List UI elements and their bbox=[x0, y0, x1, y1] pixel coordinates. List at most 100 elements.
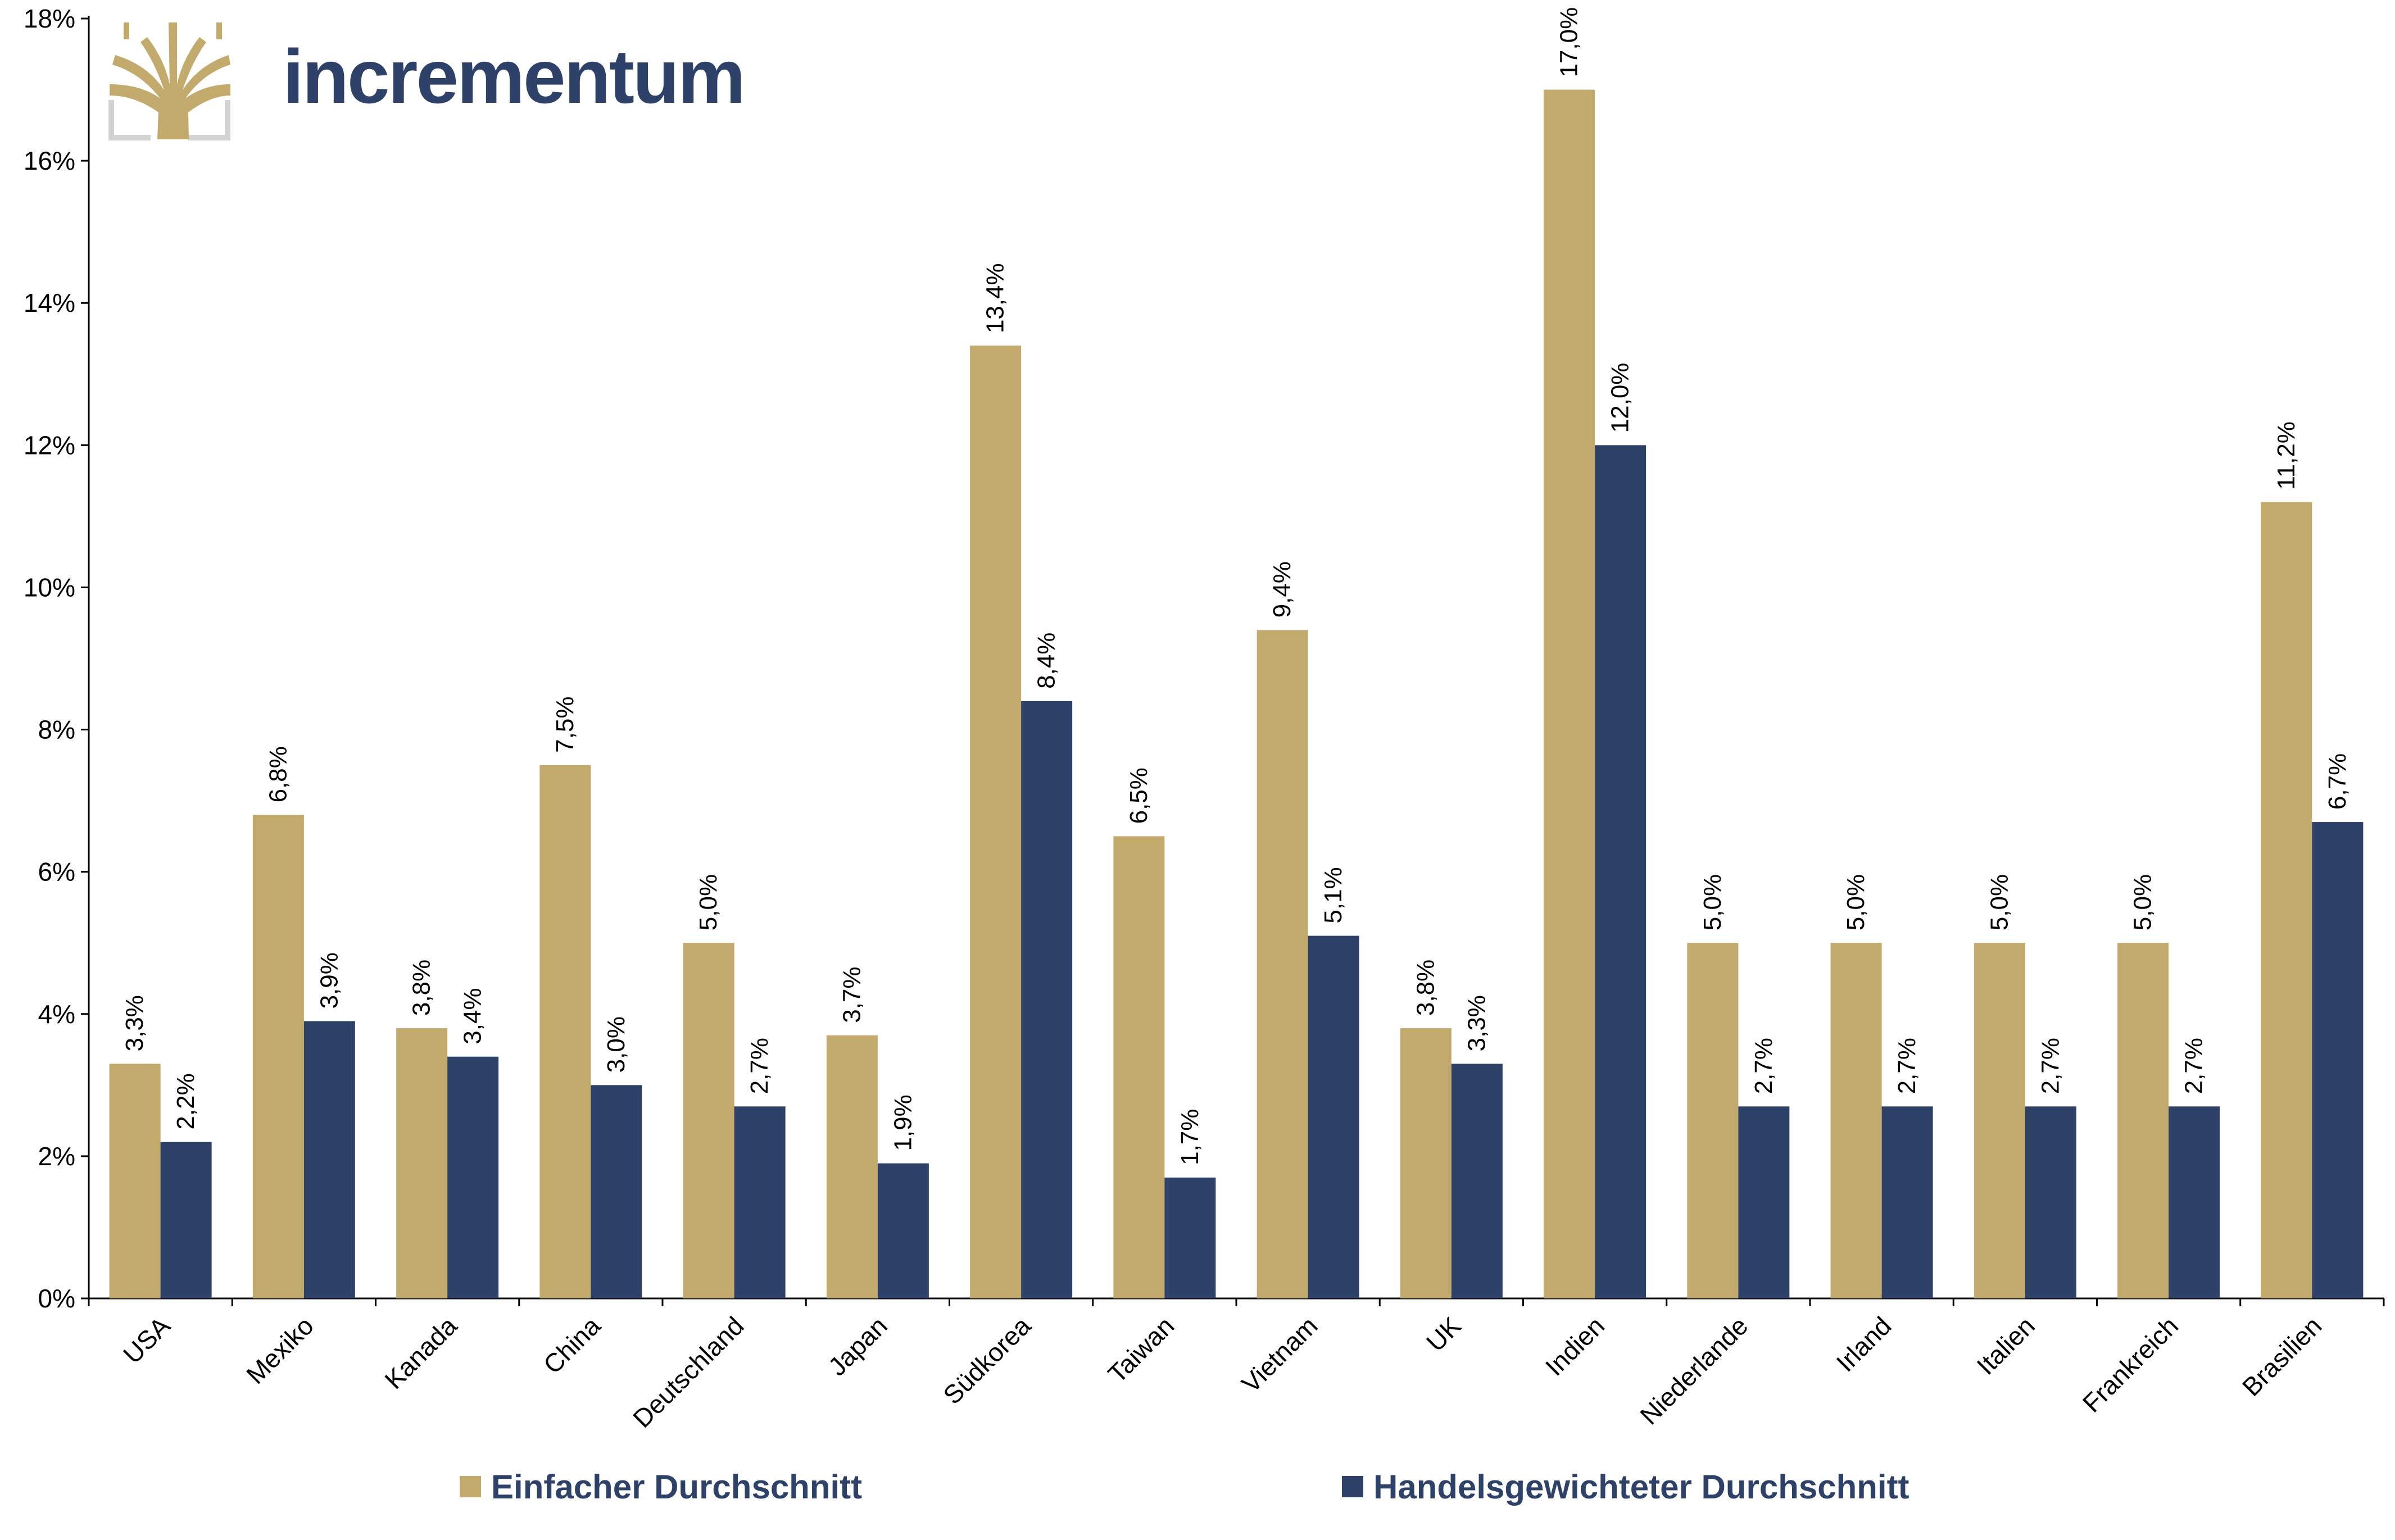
x-tick-label: Irland bbox=[1831, 1311, 1897, 1377]
x-tick-label: Mexiko bbox=[241, 1311, 319, 1389]
data-label: 5,0% bbox=[1842, 874, 1870, 930]
y-tick-label: 16% bbox=[24, 146, 75, 175]
y-tick-label: 12% bbox=[24, 430, 75, 460]
data-label: 3,9% bbox=[315, 952, 343, 1009]
legend-swatch-gold bbox=[460, 1476, 481, 1497]
legend-item-einfacher: Einfacher Durchschnitt bbox=[460, 1464, 862, 1509]
bar-handelsgewichteter bbox=[447, 1056, 499, 1298]
bar-handelsgewichteter bbox=[2169, 1106, 2220, 1298]
data-label: 2,2% bbox=[172, 1073, 199, 1129]
y-tick-label: 8% bbox=[38, 715, 75, 744]
bar-einfacher bbox=[1974, 943, 2025, 1298]
data-label: 5,0% bbox=[695, 874, 722, 930]
y-tick-label: 10% bbox=[24, 573, 75, 602]
data-label: 5,0% bbox=[2129, 874, 2157, 930]
data-label: 9,4% bbox=[1268, 561, 1296, 617]
bar-einfacher bbox=[539, 765, 591, 1298]
data-label: 3,3% bbox=[121, 995, 148, 1051]
data-label: 3,0% bbox=[602, 1016, 630, 1073]
bar-einfacher bbox=[683, 943, 734, 1298]
y-tick-label: 14% bbox=[24, 288, 75, 317]
bar-handelsgewichteter bbox=[734, 1106, 786, 1298]
data-label: 3,3% bbox=[1463, 995, 1490, 1051]
bar-einfacher bbox=[970, 346, 1022, 1299]
bar-einfacher bbox=[1830, 943, 1882, 1298]
bar-handelsgewichteter bbox=[160, 1142, 212, 1298]
data-label: 6,7% bbox=[2324, 753, 2351, 810]
x-tick-label: Taiwan bbox=[1102, 1311, 1180, 1388]
bar-einfacher bbox=[1687, 943, 1739, 1298]
bar-einfacher bbox=[2261, 502, 2312, 1298]
x-tick-label: Indien bbox=[1540, 1311, 1610, 1381]
data-label: 3,8% bbox=[408, 960, 436, 1016]
bar-einfacher bbox=[109, 1064, 161, 1298]
x-tick-label: China bbox=[538, 1311, 606, 1379]
bar-handelsgewichteter bbox=[1021, 701, 1073, 1298]
bar-handelsgewichteter bbox=[1451, 1064, 1503, 1298]
bar-einfacher bbox=[1400, 1028, 1451, 1298]
bar-handelsgewichteter bbox=[1308, 935, 1359, 1298]
y-tick-label: 2% bbox=[38, 1142, 75, 1171]
data-label: 3,7% bbox=[838, 966, 865, 1023]
x-tick-label: Frankreich bbox=[2077, 1311, 2184, 1418]
bar-einfacher bbox=[1257, 630, 1308, 1298]
bar-handelsgewichteter bbox=[2312, 822, 2364, 1298]
data-label: 2,7% bbox=[2180, 1038, 2208, 1094]
data-label: 17,0% bbox=[1555, 7, 1583, 78]
y-tick-label: 18% bbox=[24, 4, 75, 33]
x-tick-label: Südkorea bbox=[937, 1311, 1036, 1410]
x-tick-label: Niederlande bbox=[1634, 1311, 1753, 1430]
x-tick-label: Vietnam bbox=[1236, 1311, 1323, 1398]
x-tick-label: Deutschland bbox=[627, 1311, 750, 1433]
x-tick-label: Brasilien bbox=[2237, 1311, 2328, 1402]
data-label: 2,7% bbox=[1893, 1038, 1921, 1094]
bar-einfacher bbox=[1113, 836, 1165, 1298]
bar-handelsgewichteter bbox=[303, 1021, 355, 1298]
data-label: 2,7% bbox=[746, 1038, 773, 1094]
data-label: 2,7% bbox=[2036, 1038, 2064, 1094]
y-tick-label: 4% bbox=[38, 1000, 75, 1029]
bar-handelsgewichteter bbox=[1164, 1177, 1216, 1298]
data-label: 8,4% bbox=[1033, 633, 1060, 689]
data-label: 5,0% bbox=[1985, 874, 2013, 930]
x-tick-label: UK bbox=[1421, 1311, 1467, 1357]
bar-handelsgewichteter bbox=[1881, 1106, 1933, 1298]
legend-label: Handelsgewichteter Durchschnitt bbox=[1373, 1468, 1909, 1506]
data-label: 2,7% bbox=[1750, 1038, 1777, 1094]
bar-handelsgewichteter bbox=[1738, 1106, 1790, 1298]
data-label: 11,2% bbox=[2272, 421, 2300, 490]
bar-handelsgewichteter bbox=[877, 1163, 929, 1298]
legend-swatch-navy bbox=[1342, 1476, 1363, 1497]
bar-handelsgewichteter bbox=[2025, 1106, 2076, 1298]
data-label: 3,8% bbox=[1412, 960, 1439, 1016]
data-label: 5,0% bbox=[1699, 874, 1726, 930]
bar-einfacher bbox=[2117, 943, 2169, 1298]
data-label: 6,5% bbox=[1125, 767, 1153, 824]
y-tick-label: 0% bbox=[38, 1284, 75, 1313]
data-label: 3,4% bbox=[459, 988, 487, 1044]
legend-label: Einfacher Durchschnitt bbox=[491, 1468, 863, 1506]
x-tick-label: Kanada bbox=[379, 1311, 462, 1394]
data-label: 6,8% bbox=[264, 746, 292, 802]
brand-logo-text: incrementum bbox=[283, 34, 746, 119]
bar-handelsgewichteter bbox=[1595, 445, 1646, 1299]
x-tick-label: Japan bbox=[823, 1311, 893, 1381]
bar-einfacher bbox=[826, 1035, 878, 1298]
data-label: 13,4% bbox=[982, 263, 1009, 333]
y-tick-label: 6% bbox=[38, 857, 75, 887]
x-tick-label: Italien bbox=[1971, 1311, 2040, 1380]
data-label: 5,1% bbox=[1319, 867, 1347, 923]
data-label: 1,7% bbox=[1176, 1109, 1204, 1165]
data-label: 7,5% bbox=[551, 697, 579, 753]
bar-einfacher bbox=[396, 1028, 448, 1298]
legend-item-handelsgewichteter: Handelsgewichteter Durchschnitt bbox=[1342, 1464, 1909, 1509]
data-label: 1,9% bbox=[889, 1094, 917, 1151]
bar-handelsgewichteter bbox=[591, 1085, 642, 1298]
x-tick-label: USA bbox=[117, 1311, 176, 1369]
data-label: 12,0% bbox=[1607, 363, 1634, 433]
bar-einfacher bbox=[252, 815, 304, 1298]
bar-einfacher bbox=[1544, 89, 1595, 1298]
tree-icon bbox=[108, 22, 230, 140]
